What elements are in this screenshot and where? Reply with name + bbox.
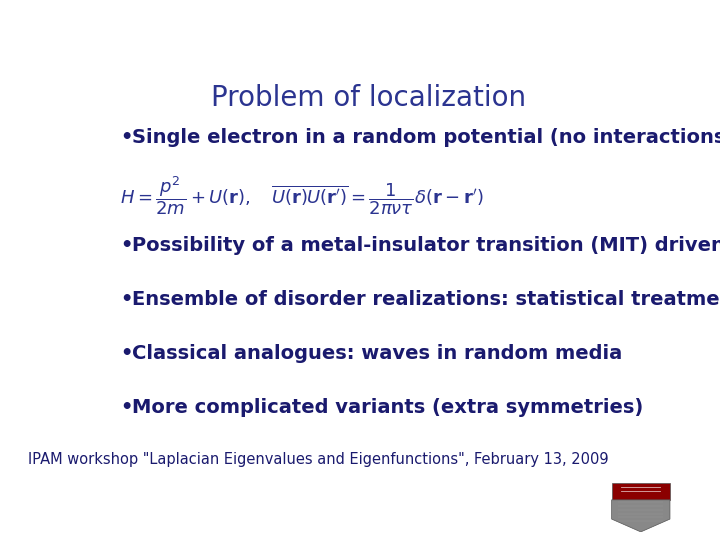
Text: $\mathit{H} = \dfrac{p^2}{2m} + U(\mathbf{r}),\quad\overline{U(\mathbf{r})U(\mat: $\mathit{H} = \dfrac{p^2}{2m} + U(\mathb… [120, 174, 484, 217]
Text: Problem of localization: Problem of localization [212, 84, 526, 112]
Text: •: • [121, 345, 133, 363]
Text: Classical analogues: waves in random media: Classical analogues: waves in random med… [132, 345, 622, 363]
Text: More complicated variants (extra symmetries): More complicated variants (extra symmetr… [132, 399, 643, 417]
Polygon shape [612, 500, 670, 532]
FancyBboxPatch shape [612, 483, 670, 500]
Text: •: • [121, 399, 133, 417]
Text: •: • [121, 290, 133, 309]
Text: IPAM workshop "Laplacian Eigenvalues and Eigenfunctions", February 13, 2009: IPAM workshop "Laplacian Eigenvalues and… [29, 453, 609, 467]
Text: Single electron in a random potential (no interactions): Single electron in a random potential (n… [132, 128, 720, 147]
Text: •: • [121, 236, 133, 255]
Text: Ensemble of disorder realizations: statistical treatment: Ensemble of disorder realizations: stati… [132, 290, 720, 309]
Text: •: • [121, 128, 133, 147]
Text: Possibility of a metal-insulator transition (MIT) driven by disorder: Possibility of a metal-insulator transit… [132, 236, 720, 255]
